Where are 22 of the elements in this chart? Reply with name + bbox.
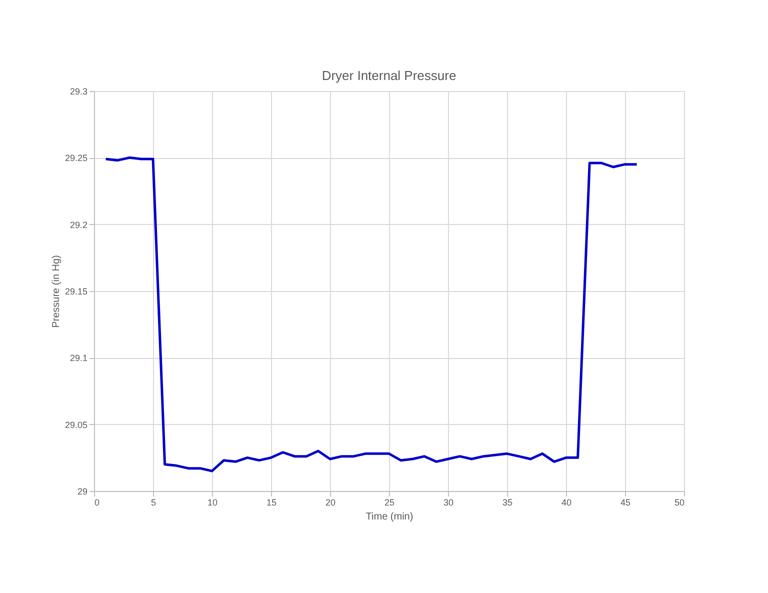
y-tick-label: 29.1 — [70, 353, 88, 364]
y-tick-label: 29 — [77, 486, 88, 496]
x-tick-label: 25 — [384, 498, 395, 508]
x-tick-label: 40 — [561, 498, 572, 508]
x-tick-label: 20 — [325, 498, 336, 508]
y-axis-title: Pressure (in Hg) — [50, 255, 62, 328]
x-tick-label: 0 — [94, 498, 100, 508]
x-tick-label: 35 — [502, 498, 513, 508]
y-tick-label: 29.25 — [64, 153, 88, 164]
x-tick-label: 5 — [150, 498, 156, 508]
y-tick-label: 29.2 — [70, 220, 88, 230]
chart-title: Dryer Internal Pressure — [322, 68, 456, 83]
y-tick-label: 29.05 — [64, 420, 88, 430]
y-tick-label: 29.15 — [64, 286, 88, 296]
line-series — [104, 156, 638, 472]
x-tick-label: 30 — [443, 498, 454, 508]
x-tick-label: 10 — [207, 498, 218, 508]
x-tick-label: 15 — [266, 498, 277, 508]
x-tick-label: 45 — [620, 498, 631, 508]
x-axis-title: Time (min) — [366, 512, 414, 522]
x-tick-label: 50 — [674, 498, 684, 508]
y-tick-label: 29.3 — [70, 86, 88, 96]
